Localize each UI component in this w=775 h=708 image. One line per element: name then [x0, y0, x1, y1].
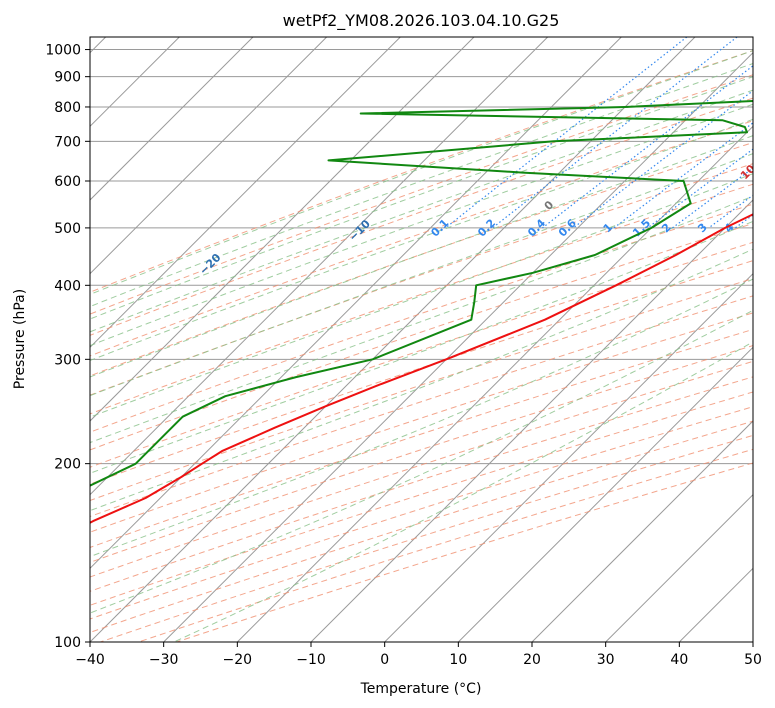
dry-adiabat-line	[90, 391, 753, 606]
isotherm-line	[90, 37, 328, 275]
y-tick-label: 200	[54, 457, 81, 473]
y-axis-ticks: 100 200 300 400 500 600 700 800 900 1000	[45, 43, 90, 651]
x-tick-label: −40	[75, 652, 105, 668]
dry-adiabat-line	[90, 203, 753, 433]
mixing-ratio-label: 3	[695, 221, 710, 236]
dry-adiabat-line	[100, 434, 753, 642]
moist-adiabats	[90, 50, 753, 642]
dry-adiabat-label: −20	[197, 251, 224, 278]
isotherm-line	[678, 567, 753, 642]
isotherm-line	[163, 51, 753, 642]
isotherm-line	[310, 199, 753, 642]
isotherm-line	[90, 37, 696, 642]
dry-adiabat-line	[90, 222, 753, 451]
x-tick-label: 30	[597, 652, 615, 668]
moist-adiabat-line	[90, 135, 753, 378]
isotherm-line	[457, 346, 753, 642]
mixing-ratio-line	[572, 89, 753, 229]
moist-adiabat-line	[90, 50, 753, 295]
y-tick-label: 300	[54, 352, 81, 368]
isotherm-line	[531, 420, 753, 642]
isotherm-line	[90, 37, 401, 349]
x-tick-label: −30	[149, 652, 179, 668]
dry-adiabat-line	[90, 163, 753, 396]
isotherm-line	[384, 272, 753, 642]
dry-adiabat-line	[90, 120, 753, 357]
y-axis-label: Pressure (hPa)	[12, 289, 28, 389]
x-tick-label: −20	[223, 652, 253, 668]
dewpoint-line	[90, 100, 753, 487]
moist-adiabat-line	[90, 153, 753, 397]
isotherm-line	[90, 37, 254, 201]
dry-adiabat-line	[90, 295, 753, 518]
moist-adiabat-line	[90, 118, 753, 362]
dry-adiabat-line	[90, 278, 753, 502]
moist-adiabat-line	[90, 195, 753, 444]
moist-adiabat-line	[90, 89, 753, 333]
x-tick-label: 20	[523, 652, 541, 668]
y-tick-label: 800	[54, 100, 81, 116]
mixing-ratio-line	[613, 122, 753, 229]
dry-adiabat-line	[90, 74, 753, 315]
dry-adiabats	[90, 50, 753, 642]
mixing-ratio-label: 6	[761, 220, 775, 235]
isotherm-line	[605, 493, 753, 642]
isotherm-line	[90, 37, 475, 422]
y-tick-label: 1000	[45, 43, 81, 59]
dry-adiabat-line	[90, 376, 753, 592]
dry-adiabat-line	[90, 420, 753, 633]
mixing-ratio-label: 0.4	[525, 216, 548, 239]
mixing-ratio-label: 0.6	[556, 216, 579, 239]
x-tick-label: 0	[380, 652, 389, 668]
mixing-ratio-lines	[445, 37, 753, 229]
x-tick-label: 10	[449, 652, 467, 668]
x-tick-label: −10	[296, 652, 326, 668]
mixing-ratio-line	[445, 37, 688, 229]
plot-frame	[89, 36, 754, 643]
y-tick-label: 900	[54, 70, 81, 86]
dry-adiabat-line	[90, 183, 753, 415]
isotherm-line	[752, 641, 753, 642]
profile-series	[90, 100, 753, 524]
mixing-ratio-line	[542, 65, 753, 229]
temperature-line	[90, 213, 753, 524]
mixing-ratio-line	[672, 167, 753, 229]
y-tick-label: 400	[54, 278, 81, 294]
dry-adiabat-line	[90, 260, 753, 485]
isotherm-line	[90, 37, 622, 570]
isotherm-gridlines	[90, 37, 753, 642]
plot-area: −100−90−80−70−60−50−40−30−20−10010203040…	[90, 37, 775, 642]
y-tick-label: 500	[54, 221, 81, 237]
dry-adiabat-line	[90, 328, 753, 548]
dry-adiabat-line	[90, 141, 753, 377]
moist-adiabat-line	[90, 220, 753, 474]
dry-adiabat-line	[90, 241, 753, 468]
x-axis-ticks: −40 −30 −20 −10 0 10 20 30 40 50	[75, 642, 762, 668]
mixing-ratio-label: 1	[601, 221, 616, 236]
y-tick-label: 600	[54, 174, 81, 190]
dry-adiabat-line	[90, 345, 753, 563]
mixing-ratio-line	[492, 37, 738, 229]
isotherm-line	[90, 37, 549, 496]
dry-adiabat-line	[90, 360, 753, 578]
isobar-gridlines	[90, 49, 753, 642]
chart-title: wetPf2_YM08.2026.103.04.10.G25	[283, 11, 560, 31]
y-tick-label: 100	[54, 635, 81, 651]
dry-adiabat-line	[90, 312, 753, 533]
isotherm-line	[236, 125, 753, 642]
mixing-ratio-label: 0.2	[475, 217, 498, 240]
dry-adiabat-line	[90, 50, 753, 293]
y-tick-label: 700	[54, 134, 81, 150]
x-tick-label: 50	[744, 652, 762, 668]
moist-adiabat-line	[90, 76, 753, 320]
dry-adiabat-line	[90, 97, 753, 336]
x-tick-label: 40	[670, 652, 688, 668]
x-axis-label: Temperature (°C)	[360, 681, 482, 697]
mixing-ratio-label: 0.1	[428, 217, 451, 240]
moist-adiabat-label: 10	[738, 162, 758, 182]
